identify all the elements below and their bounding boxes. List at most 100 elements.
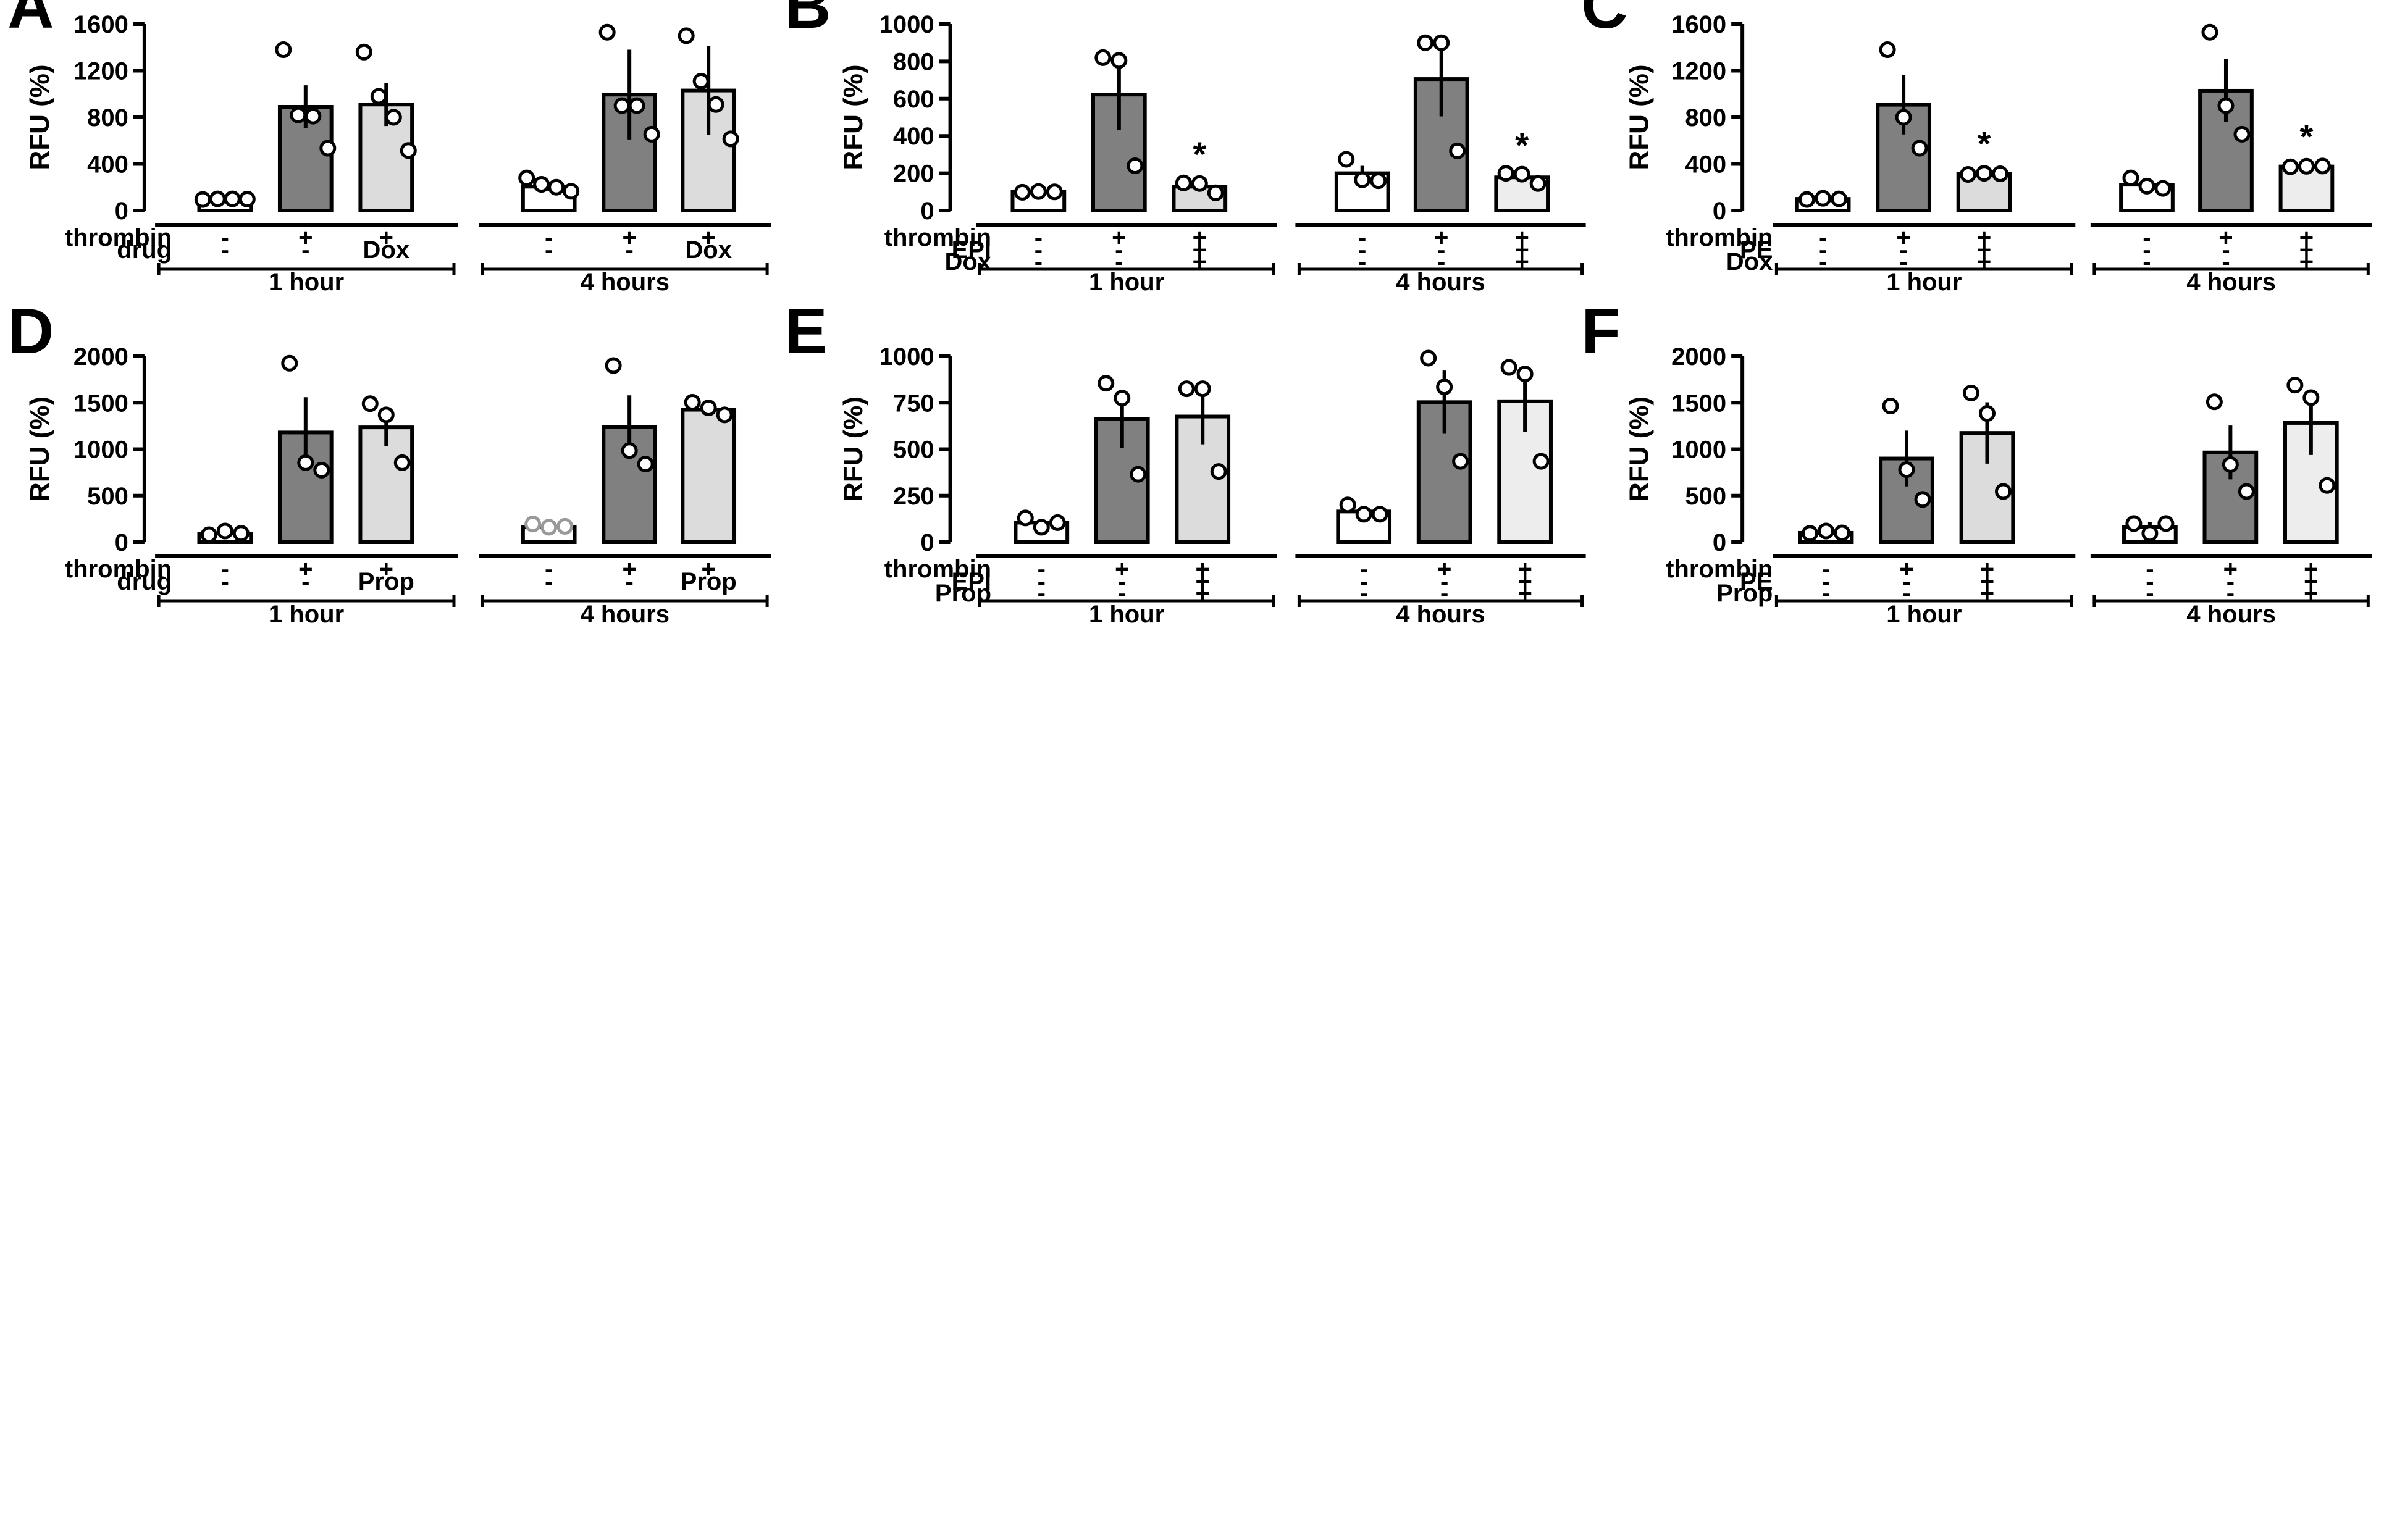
y-axis-label: RFU (%): [838, 396, 868, 502]
data-point: [1207, 184, 1224, 201]
condition-symbol: -: [221, 236, 229, 264]
condition-symbol: -: [1819, 248, 1827, 275]
data-point: [1114, 390, 1131, 407]
significance-marker: *: [1193, 135, 1206, 174]
y-tick-label: 2000: [73, 343, 128, 370]
panel-label: C: [1581, 0, 1627, 42]
y-tick-label: 1600: [73, 11, 128, 38]
data-point: [1355, 506, 1372, 523]
data-point: [2154, 180, 2172, 197]
data-point: [1914, 491, 1931, 508]
y-tick-label: 1600: [1671, 11, 1726, 38]
data-point: [1420, 349, 1437, 367]
condition-symbol: -: [1360, 556, 1368, 583]
data-point: [304, 107, 322, 125]
data-point: [370, 88, 387, 105]
condition-symbol: +: [2223, 556, 2238, 583]
data-point: [1532, 453, 1550, 470]
condition-symbol: -: [2146, 568, 2154, 595]
data-point: [1130, 466, 1147, 483]
data-point: [2314, 157, 2331, 175]
condition-symbol: -: [2227, 568, 2235, 595]
data-point: [1994, 483, 2012, 500]
data-point: [290, 106, 307, 123]
data-point: [1033, 519, 1050, 536]
y-tick-label: 800: [893, 48, 934, 75]
condition-symbol: +: [1980, 556, 1994, 583]
data-point: [605, 357, 622, 374]
y-tick-label: 0: [920, 198, 934, 225]
condition-symbol: -: [1360, 580, 1368, 607]
y-axis-label: RFU (%): [1624, 396, 1655, 502]
condition-symbol: +: [1517, 568, 1532, 595]
data-point: [1818, 522, 1835, 540]
condition-symbol: +: [1980, 580, 1994, 607]
condition-symbol: -: [1899, 248, 1907, 275]
data-point: [2281, 158, 2299, 175]
condition-symbol: +: [701, 224, 715, 251]
data-point: [1898, 461, 1915, 479]
data-point: [2125, 515, 2143, 532]
data-point: [1449, 142, 1466, 159]
condition-row-label: Dox: [1726, 248, 1773, 275]
data-point: [1049, 514, 1066, 531]
data-point: [1127, 157, 1144, 175]
condition-symbol: Dox: [685, 236, 732, 264]
condition-symbol: -: [2146, 556, 2154, 583]
condition-symbol: -: [2227, 580, 2235, 607]
condition-symbol: -: [2146, 580, 2154, 607]
y-tick-label: 1200: [1671, 58, 1726, 85]
condition-row-label: EPI: [952, 236, 991, 264]
condition-symbol: -: [1437, 236, 1445, 264]
condition-symbol: -: [1437, 248, 1445, 275]
condition-symbol: +: [1517, 580, 1532, 607]
group-label: 1 hour: [1089, 269, 1164, 296]
data-point: [361, 395, 379, 412]
condition-symbol: -: [2143, 236, 2151, 264]
condition-row-label: PE: [1740, 236, 1773, 264]
data-point: [1911, 140, 1928, 157]
condition-symbol: +: [1193, 224, 1207, 251]
data-point: [319, 140, 337, 157]
condition-symbol: +: [2299, 248, 2314, 275]
data-point: [1529, 175, 1547, 192]
y-tick-label: 1500: [73, 390, 128, 417]
condition-symbol: +: [1515, 224, 1529, 251]
condition-symbol: Prop: [681, 568, 737, 595]
data-point: [1978, 405, 1996, 422]
condition-symbol: +: [1196, 556, 1210, 583]
data-point: [313, 461, 330, 479]
data-point: [1339, 496, 1356, 514]
condition-symbol: -: [1035, 236, 1043, 264]
data-point: [1371, 506, 1388, 523]
data-point: [2298, 157, 2315, 175]
condition-symbol: +: [1899, 556, 1913, 583]
data-point: [678, 27, 695, 44]
panel-label: D: [7, 296, 54, 367]
y-tick-label: 1000: [879, 343, 934, 370]
data-point: [1516, 366, 1534, 383]
data-point: [2122, 169, 2139, 186]
y-tick-label: 1000: [1671, 437, 1726, 464]
bar: [1494, 175, 1550, 212]
condition-symbol: -: [1440, 580, 1448, 607]
y-tick-label: 500: [893, 437, 934, 464]
data-point: [209, 190, 226, 207]
group-label: 4 hours: [2186, 269, 2275, 296]
condition-symbol: +: [2218, 224, 2233, 251]
y-tick-label: 1000: [879, 11, 934, 38]
data-point: [393, 454, 411, 471]
data-point: [1338, 151, 1355, 168]
data-point: [1960, 165, 1977, 183]
data-point: [2286, 377, 2304, 394]
condition-symbol: +: [379, 556, 393, 583]
panel-label: E: [784, 296, 827, 367]
data-point: [1976, 165, 1993, 182]
data-point: [1210, 463, 1227, 480]
condition-symbol: +: [1517, 556, 1532, 583]
data-point: [1513, 165, 1530, 183]
bar: [277, 105, 334, 212]
data-point: [533, 176, 550, 193]
